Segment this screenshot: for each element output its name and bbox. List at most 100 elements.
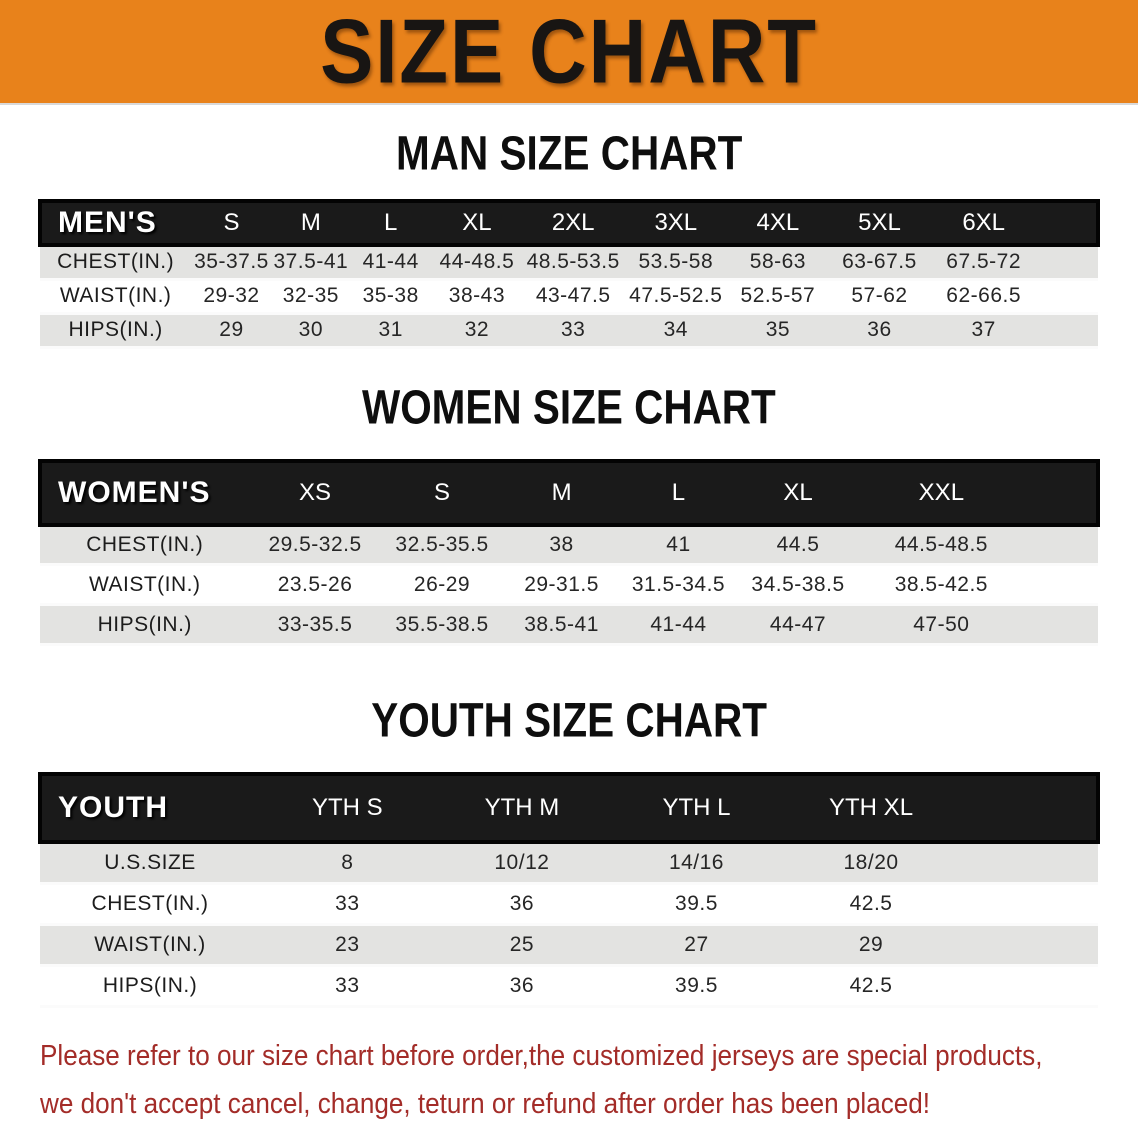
measure-row-label: HIPS(IN.) xyxy=(68,318,163,341)
measure-row-label: HIPS(IN.) xyxy=(97,612,192,636)
size-value-cell: 44.5 xyxy=(776,532,820,556)
size-value-cell: 27 xyxy=(684,932,709,956)
table-group-label: WOMEN'S xyxy=(37,458,250,527)
youth-section-title-text: YOUTH SIZE CHART xyxy=(371,693,767,748)
measure-row-label: WAIST(IN.) xyxy=(88,572,201,596)
size-value-cell: 38.5-42.5 xyxy=(894,572,988,596)
size-column-header: 3XL xyxy=(623,199,728,247)
measure-row-label: WAIST(IN.) xyxy=(94,932,206,956)
size-value-cell: 14/16 xyxy=(668,850,724,874)
table-header-row: WOMEN'S XS S M L XL XXL xyxy=(37,458,1101,527)
size-value-cell: 29 xyxy=(858,932,884,956)
size-value-cell: 38 xyxy=(549,532,574,556)
size-value-cell: 38-43 xyxy=(448,284,506,307)
men-size-table: MEN'S S M L XL 2XL 3XL 4XL 5XL 6XL CHEST(IN.) 35-37… xyxy=(37,199,1101,349)
size-value-cell: 36 xyxy=(509,891,535,915)
size-value-cell: 39.5 xyxy=(675,973,718,997)
size-column-header: 5XL xyxy=(828,199,931,247)
measure-row-label: CHEST(IN.) xyxy=(57,250,175,274)
filler-cell xyxy=(1037,279,1098,313)
men-section-title: MAN SIZE CHART xyxy=(0,126,1138,181)
size-value-cell: 31.5-34.5 xyxy=(631,572,726,596)
size-column-header: YTH XL xyxy=(783,772,959,844)
youth-section-title: YOUTH SIZE CHART xyxy=(0,693,1138,748)
table-row: HIPS(IN.) 29 30 31 32 33 34 35 36 37 xyxy=(40,313,1098,347)
size-column-header: M xyxy=(503,458,620,527)
size-value-cell: 18/20 xyxy=(843,850,899,874)
table-row: CHEST(IN.) 33 36 39.5 42.5 xyxy=(40,883,1098,924)
size-value-cell: 29-32 xyxy=(203,284,260,307)
size-value-cell: 62-66.5 xyxy=(946,284,1022,307)
size-value-cell: 38.5-41 xyxy=(524,612,599,636)
table-group-label: YOUTH xyxy=(37,772,261,844)
size-column-header: XS xyxy=(249,458,381,527)
size-column-header: YTH S xyxy=(260,772,435,844)
men-section-title-text: MAN SIZE CHART xyxy=(395,126,743,181)
size-column-header: S xyxy=(191,199,272,247)
size-value-cell: 33-35.5 xyxy=(277,612,353,636)
filler-cell xyxy=(958,924,1098,965)
youth-size-table: YOUTH YTH S YTH M YTH L YTH XL U.S.SIZE 8 10/12… xyxy=(37,772,1100,1008)
size-value-cell: 32-35 xyxy=(282,284,339,307)
disclaimer-line-1: Please refer to our size chart before or… xyxy=(40,1039,1043,1072)
disclaimer: Please refer to our size chart before or… xyxy=(40,1032,1138,1128)
table-row: WAIST(IN.) 23.5-26 26-29 29-31.5 31.5-34.5 34… xyxy=(40,564,1098,605)
size-value-cell: 36 xyxy=(867,318,892,341)
size-value-cell: 23.5-26 xyxy=(277,572,353,596)
filler-cell xyxy=(1036,199,1101,247)
filler-cell xyxy=(1037,313,1098,347)
table-row: WAIST(IN.) 29-32 32-35 35-38 38-43 43-47.5 47.… xyxy=(40,279,1098,313)
size-column-header: L xyxy=(349,199,432,247)
size-value-cell: 42.5 xyxy=(849,891,893,915)
size-value-cell: 29.5-32.5 xyxy=(268,532,362,556)
size-value-cell: 33 xyxy=(561,318,586,341)
size-value-cell: 67.5-72 xyxy=(946,250,1022,274)
measure-row-label: CHEST(IN.) xyxy=(91,891,209,915)
page-title: SIZE CHART xyxy=(320,0,818,102)
table-row: CHEST(IN.) 35-37.5 37.5-41 41-44 44-48.5 48.5… xyxy=(40,245,1098,279)
size-value-cell: 33 xyxy=(335,891,360,915)
filler-cell xyxy=(958,965,1098,1006)
size-column-header: S xyxy=(380,458,504,527)
size-value-cell: 32 xyxy=(464,318,490,341)
size-value-cell: 44.5-48.5 xyxy=(894,532,988,556)
size-column-header: 2XL xyxy=(522,199,624,247)
size-value-cell: 35 xyxy=(765,318,791,341)
size-value-cell: 41-44 xyxy=(650,612,707,636)
size-value-cell: 36 xyxy=(509,973,535,997)
size-value-cell: 37.5-41 xyxy=(273,250,349,274)
table-row: HIPS(IN.) 33 36 39.5 42.5 xyxy=(40,965,1098,1006)
size-column-header: 4XL xyxy=(727,199,829,247)
size-value-cell: 37 xyxy=(971,318,996,341)
size-value-cell: 34.5-38.5 xyxy=(751,572,845,596)
size-value-cell: 48.5-53.5 xyxy=(526,250,620,274)
size-value-cell: 8 xyxy=(341,850,354,874)
measure-row-label: U.S.SIZE xyxy=(104,850,196,874)
size-value-cell: 42.5 xyxy=(849,973,893,997)
size-value-cell: 57-62 xyxy=(851,284,908,307)
size-value-cell: 30 xyxy=(298,318,323,341)
size-value-cell: 35-38 xyxy=(362,284,419,307)
size-column-header: L xyxy=(619,458,738,527)
women-section-title-text: WOMEN SIZE CHART xyxy=(362,380,776,434)
size-column-header: YTH M xyxy=(434,772,610,844)
size-value-cell: 29 xyxy=(219,318,244,341)
size-value-cell: 33 xyxy=(335,973,360,997)
size-value-cell: 43-47.5 xyxy=(535,284,611,307)
size-value-cell: 53.5-58 xyxy=(638,250,714,274)
women-section-title: WOMEN SIZE CHART xyxy=(0,380,1138,434)
women-size-table: WOMEN'S XS S M L XL XXL CHEST(IN.) 29.5-32.5 32.5… xyxy=(37,458,1101,646)
size-value-cell: 25 xyxy=(509,932,535,956)
size-value-cell: 31 xyxy=(378,318,403,341)
filler-cell xyxy=(958,883,1098,924)
size-value-cell: 44-47 xyxy=(769,612,827,636)
size-column-header: 6XL xyxy=(930,199,1037,247)
size-column-header: XL xyxy=(431,199,523,247)
size-value-cell: 10/12 xyxy=(494,850,550,874)
size-value-cell: 39.5 xyxy=(675,891,718,915)
size-value-cell: 41-44 xyxy=(362,250,419,274)
size-value-cell: 41 xyxy=(666,532,691,556)
size-value-cell: 47.5-52.5 xyxy=(629,284,723,307)
size-value-cell: 26-29 xyxy=(413,572,471,596)
